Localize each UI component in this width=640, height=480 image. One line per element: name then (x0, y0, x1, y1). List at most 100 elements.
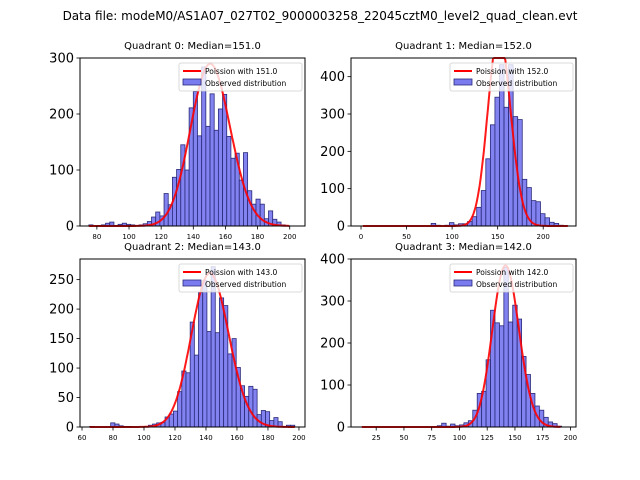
legend-label-poisson: Poission with 152.0 (476, 67, 549, 76)
histogram-bar (512, 304, 518, 428)
y-tick-label: 100 (320, 379, 345, 394)
histogram-bar (485, 158, 491, 227)
y-tick-label: 200 (49, 303, 74, 318)
histogram-bar (538, 409, 545, 428)
legend-label-observed: Observed distribution (205, 79, 286, 88)
histogram-bar (503, 106, 509, 227)
histogram-bar (471, 216, 478, 227)
y-tick-label: 0 (66, 220, 74, 235)
x-tick-label: 180 (261, 434, 274, 442)
legend: Poission with 142.0 Observed distribution (449, 263, 574, 293)
legend-box (449, 263, 574, 293)
legend-box (178, 263, 303, 293)
histogram-bar (185, 372, 191, 428)
y-tick-label: 300 (320, 295, 345, 310)
subplot-title: Quadrant 2: Median=143.0 (124, 242, 261, 253)
histogram-bar (489, 124, 496, 227)
subplot-quadrant-1: Quadrant 1: Median=152.0 0 100 200 300 400 0 50… (320, 41, 577, 241)
x-tick-label: 80 (109, 434, 118, 442)
legend-label-poisson: Poission with 143.0 (205, 268, 278, 277)
x-tick-label: 60 (78, 434, 87, 442)
y-tick-label: 200 (320, 337, 345, 352)
y-tick-label: 300 (320, 108, 345, 123)
x-tick-label: 0 (359, 233, 363, 241)
x-tick-label: 200 (283, 233, 296, 241)
histogram-bar (476, 206, 482, 227)
histogram-bar (193, 354, 199, 428)
histogram-bar (507, 321, 514, 428)
histogram-bar (206, 331, 212, 428)
legend-bar-swatch (182, 279, 202, 287)
y-tick-label: 300 (49, 52, 74, 67)
figure-title: Data file: modeM0/AS1A07_027T02_90000032… (62, 9, 578, 23)
x-tick-label: 160 (219, 233, 232, 241)
y-tick-label: 250 (49, 273, 74, 288)
y-tick-label: 0 (337, 421, 345, 436)
y-tick-label: 400 (320, 70, 345, 85)
x-tick-label: 175 (536, 434, 549, 442)
x-tick-label: 25 (372, 434, 381, 442)
histogram-bar (226, 135, 232, 227)
histogram-bar (252, 388, 258, 428)
histogram-bar (184, 169, 190, 227)
y-tick-label: 100 (49, 362, 74, 377)
legend: Poission with 143.0 Observed distribution (178, 263, 303, 293)
x-tick-label: 120 (168, 434, 181, 442)
histogram-bar (494, 96, 500, 227)
x-tick-label: 75 (427, 434, 436, 442)
histogram-bar (205, 125, 211, 227)
legend-label-poisson: Poission with 151.0 (205, 67, 278, 76)
histogram-bar (209, 93, 215, 227)
histogram-bar (213, 129, 219, 227)
legend-box (178, 62, 303, 92)
x-tick-label: 80 (92, 233, 101, 241)
histogram-bar (544, 217, 550, 227)
histogram-bar (227, 353, 233, 428)
axes-frame (350, 57, 577, 227)
histogram-bar (499, 325, 505, 428)
y-tick-label: 150 (49, 332, 74, 347)
legend: Poission with 151.0 Observed distribution (178, 62, 303, 92)
histogram-bar (219, 297, 225, 428)
legend-label-observed: Observed distribution (476, 79, 557, 88)
x-tick-label: 180 (251, 233, 264, 241)
y-tick-label: 200 (320, 145, 345, 160)
x-tick-label: 150 (508, 434, 521, 442)
histogram-bar (494, 322, 500, 428)
x-tick-label: 200 (537, 233, 550, 241)
y-tick-label: 400 (320, 253, 345, 268)
x-tick-label: 140 (187, 233, 200, 241)
histogram-bar (480, 190, 487, 227)
subplot-quadrant-2: Quadrant 2: Median=143.0 0 50 100 150 200 250 6… (49, 242, 305, 442)
x-tick-label: 150 (491, 233, 504, 241)
subplot-title: Quadrant 3: Median=142.0 (395, 242, 532, 253)
subplot-title: Quadrant 1: Median=152.0 (395, 41, 532, 52)
histogram-bar (540, 213, 546, 227)
y-tick-label: 50 (57, 391, 74, 406)
x-tick-label: 125 (481, 434, 494, 442)
histogram-bar (202, 279, 208, 428)
x-tick-label: 200 (292, 434, 305, 442)
x-tick-label: 50 (399, 434, 408, 442)
y-tick-label: 0 (337, 220, 345, 235)
axes-frame (79, 57, 306, 227)
legend-bar-swatch (453, 279, 473, 287)
x-tick-label: 100 (137, 434, 150, 442)
x-tick-label: 50 (402, 233, 411, 241)
x-tick-label: 100 (445, 233, 458, 241)
x-tick-label: 140 (199, 434, 212, 442)
legend-label-observed: Observed distribution (205, 280, 286, 289)
histogram-bar (222, 94, 228, 227)
y-tick-label: 200 (49, 108, 74, 123)
x-tick-label: 120 (154, 233, 167, 241)
legend-box (449, 62, 574, 92)
y-tick-label: 100 (320, 182, 345, 197)
histogram-bar (173, 410, 179, 428)
x-tick-label: 100 (122, 233, 135, 241)
histogram-bar (214, 332, 220, 428)
histogram-bar (177, 391, 183, 428)
subplot-quadrant-3: Quadrant 3: Median=142.0 0 100 200 300 400 25 5… (320, 242, 577, 442)
legend-bar-swatch (453, 78, 473, 86)
histogram-bar (535, 201, 541, 227)
